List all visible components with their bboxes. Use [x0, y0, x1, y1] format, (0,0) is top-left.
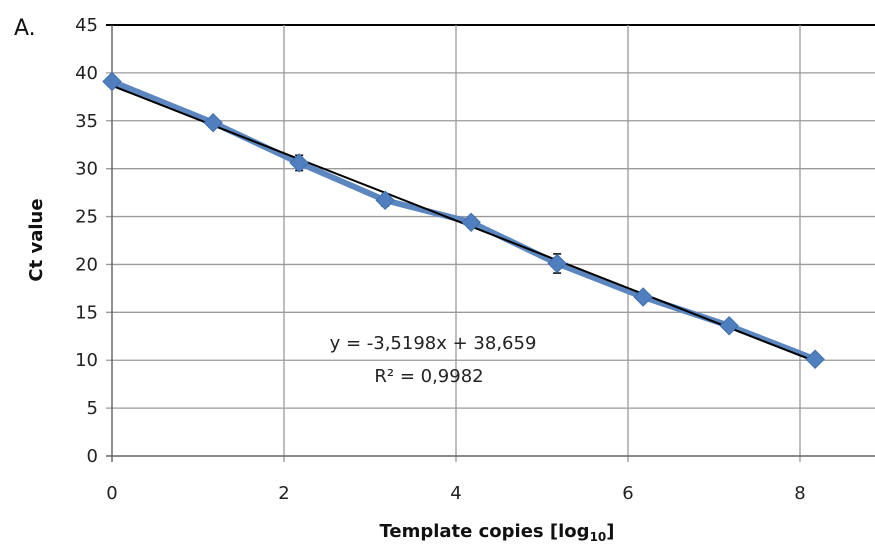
- data-point-5: [547, 253, 567, 274]
- y-tick-label-10: 10: [75, 350, 98, 371]
- data-point-1: [203, 112, 223, 133]
- data-markers: [102, 71, 825, 369]
- gridlines: [106, 24, 875, 462]
- trendline-equation: y = -3,5198x + 38,659: [330, 333, 537, 354]
- x-tick-label-4: 4: [450, 483, 461, 504]
- x-axis-title-main: Template copies [log: [380, 521, 590, 542]
- y-tick-label-20: 20: [75, 254, 98, 275]
- x-tick-label-8: 8: [794, 483, 805, 504]
- y-tick-label-30: 30: [75, 159, 98, 180]
- axes: [106, 25, 875, 462]
- x-tick-label-2: 2: [278, 483, 289, 504]
- y-tick-label-0: 0: [87, 446, 98, 467]
- data-point-6: [633, 287, 653, 307]
- x-tick-labels: 0 2 4 6 8: [106, 483, 805, 504]
- panel-label: A.: [14, 16, 36, 41]
- y-tick-label-15: 15: [75, 302, 98, 323]
- y-tick-label-25: 25: [75, 207, 98, 228]
- x-axis-title-subscript: 10: [590, 530, 607, 544]
- y-tick-labels: 0 5 10 15 20 25 30 35 40 45: [75, 15, 98, 467]
- data-point-3: [375, 190, 395, 210]
- y-tick-label-45: 45: [75, 15, 98, 36]
- data-point-8: [805, 349, 825, 369]
- y-tick-label-5: 5: [87, 398, 98, 419]
- data-point-2: [289, 153, 309, 173]
- trendline-r-squared: R² = 0,9982: [374, 366, 483, 387]
- x-tick-label-6: 6: [622, 483, 633, 504]
- data-point-0: [102, 71, 122, 92]
- x-axis-title: Template copies [log10]: [380, 521, 615, 544]
- y-tick-label-40: 40: [75, 63, 98, 84]
- x-tick-label-0: 0: [106, 483, 117, 504]
- y-tick-label-35: 35: [75, 111, 98, 132]
- data-point-7: [719, 316, 739, 336]
- y-axis-title: Ct value: [26, 198, 47, 281]
- x-axis-title-suffix: ]: [606, 521, 614, 542]
- data-point-4: [461, 212, 481, 233]
